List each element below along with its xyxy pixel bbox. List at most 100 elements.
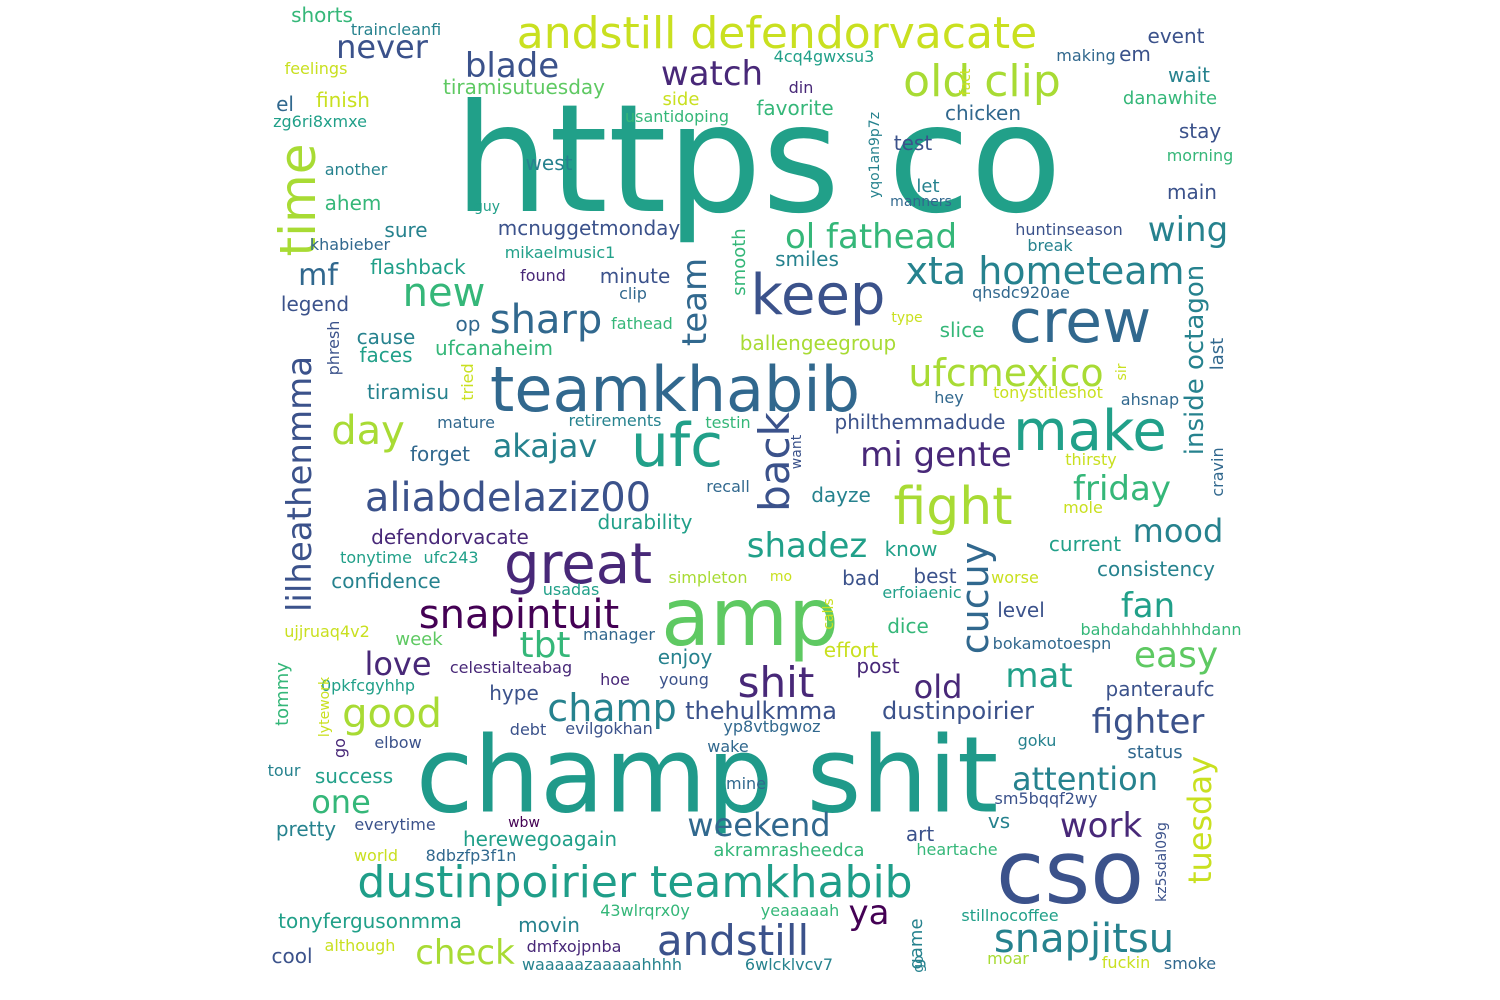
word-aliabdelaziz00: aliabdelaziz00 bbox=[364, 475, 652, 521]
word-moar: moar bbox=[987, 949, 1029, 968]
word-kz5sdal09g: kz5sdal09g bbox=[1154, 822, 1170, 902]
word-one: one bbox=[311, 783, 371, 821]
word-mine: mine bbox=[725, 774, 767, 793]
word-feelings: feelings bbox=[284, 59, 348, 78]
word-young: young bbox=[659, 670, 709, 689]
word-usantidoping: usantidoping bbox=[625, 107, 729, 126]
word-tour: tour bbox=[267, 761, 301, 780]
word-thehulkmma: thehulkmma bbox=[685, 697, 837, 725]
word-champ-shit: champ shit bbox=[415, 714, 999, 837]
word-inside-octagon: inside octagon bbox=[1180, 264, 1210, 456]
word-let: let bbox=[916, 176, 940, 197]
word-calls: calls bbox=[821, 598, 837, 630]
word-bokamotoespn: bokamotoespn bbox=[992, 634, 1112, 653]
word-andstill: andstill bbox=[656, 916, 810, 965]
word-clip: clip bbox=[619, 284, 647, 303]
word-making: making bbox=[1056, 46, 1116, 65]
word-snapjitsu: snapjitsu bbox=[993, 916, 1175, 962]
word-post: post bbox=[856, 654, 900, 678]
word-cool: cool bbox=[271, 944, 313, 968]
word-lytework: lytework bbox=[317, 676, 333, 738]
word-wait: wait bbox=[1167, 63, 1211, 87]
word-confidence: confidence bbox=[331, 569, 441, 593]
word-huntinseason: huntinseason bbox=[1015, 220, 1123, 239]
word-attention: attention bbox=[1012, 760, 1158, 798]
word-usadas: usadas bbox=[542, 580, 600, 599]
word-another: another bbox=[324, 160, 388, 179]
word-found: found bbox=[520, 266, 566, 285]
word-din: din bbox=[788, 78, 814, 97]
word-traincleanfi: traincleanfi bbox=[350, 20, 442, 39]
word-debt: debt bbox=[509, 720, 547, 739]
word-sharp: sharp bbox=[489, 297, 603, 343]
word-friday: friday bbox=[1073, 469, 1171, 509]
word-effort: effort bbox=[823, 638, 879, 662]
word-go-2: go bbox=[911, 955, 927, 973]
word-andstill-defendorvacate: andstill defendorvacate bbox=[516, 8, 1038, 59]
word-current: current bbox=[1048, 532, 1122, 556]
word-mole: mole bbox=[1063, 498, 1103, 517]
word-fan: fan bbox=[1120, 586, 1176, 626]
word-fighter: fighter bbox=[1091, 702, 1205, 742]
word-thirsty: thirsty bbox=[1065, 450, 1117, 469]
word-forget: forget bbox=[410, 442, 470, 466]
word-day: day bbox=[331, 408, 405, 454]
word-tonyfergusonmma: tonyfergusonmma bbox=[278, 909, 462, 933]
word-testin: testin bbox=[705, 413, 751, 432]
word-best: best bbox=[913, 564, 957, 588]
word-tonystitleshot: tonystitleshot bbox=[993, 383, 1103, 402]
word-philthemmadude: philthemmadude bbox=[834, 410, 1006, 434]
word-smooth: smooth bbox=[729, 228, 750, 296]
word-easy: easy bbox=[1133, 635, 1219, 676]
word-old-clip: old clip bbox=[903, 56, 1061, 107]
word-last: last bbox=[1207, 337, 1228, 371]
word-panteraufc: panteraufc bbox=[1105, 677, 1215, 701]
word-enjoy: enjoy bbox=[657, 645, 713, 669]
word-movin: movin bbox=[518, 913, 580, 937]
word-hype: hype bbox=[489, 681, 539, 705]
word-favorite: favorite bbox=[756, 96, 834, 120]
word-fathead: fathead bbox=[611, 314, 673, 333]
word-success: success bbox=[314, 764, 394, 788]
word-stay: stay bbox=[1178, 119, 1222, 143]
word-6wlcklvcv7: 6wlcklvcv7 bbox=[744, 955, 834, 974]
word-great: great bbox=[503, 532, 653, 597]
word-el: el bbox=[276, 92, 294, 116]
word-wbw: wbw bbox=[508, 815, 540, 831]
word-celestialteabag: celestialteabag bbox=[449, 658, 573, 677]
word-mature: mature bbox=[437, 413, 495, 432]
word-cso: cso bbox=[995, 821, 1145, 924]
word-consistency: consistency bbox=[1097, 557, 1215, 581]
word-smoke: smoke bbox=[1163, 954, 1217, 973]
word-tommy: tommy bbox=[272, 662, 293, 726]
word-mf: mf bbox=[298, 258, 338, 293]
word-art: art bbox=[905, 822, 935, 846]
word-never: never bbox=[336, 28, 428, 66]
word-hoe: hoe bbox=[600, 670, 630, 689]
word-good: good bbox=[342, 691, 442, 737]
word-type: type bbox=[891, 310, 923, 326]
word-bahdahdahhhhdann: bahdahdahhhhdann bbox=[1080, 620, 1242, 639]
word-fact: fact bbox=[958, 68, 974, 96]
word-defendorvacate: defendorvacate bbox=[371, 525, 529, 549]
word-teamkhabib: teamkhabib bbox=[490, 353, 860, 426]
word-keep: keep bbox=[750, 263, 886, 328]
word-lilheathenmma: lilheathenmma bbox=[280, 355, 320, 613]
word-mat: mat bbox=[1005, 656, 1073, 696]
word-durability: durability bbox=[597, 510, 693, 534]
word-0pkfcgyhhp: 0pkfcgyhhp bbox=[320, 676, 416, 695]
word-everytime: everytime bbox=[354, 815, 436, 834]
word-ballengeegroup: ballengeegroup bbox=[739, 331, 897, 355]
word-4cq4gwxsu3: 4cq4gwxsu3 bbox=[773, 47, 875, 66]
word-minute: minute bbox=[599, 264, 671, 288]
word-qhsdc920ae: qhsdc920ae bbox=[972, 283, 1070, 302]
word-although: although bbox=[324, 936, 396, 955]
word-test: test bbox=[893, 131, 933, 155]
word-8dbzfp3f1n: 8dbzfp3f1n bbox=[425, 846, 517, 865]
word-simpleton: simpleton bbox=[668, 568, 748, 587]
word-ufc243: ufc243 bbox=[423, 548, 479, 567]
word-manager: manager bbox=[583, 625, 655, 644]
word-akramrasheedca: akramrasheedca bbox=[713, 840, 865, 861]
word-level: level bbox=[997, 598, 1045, 622]
